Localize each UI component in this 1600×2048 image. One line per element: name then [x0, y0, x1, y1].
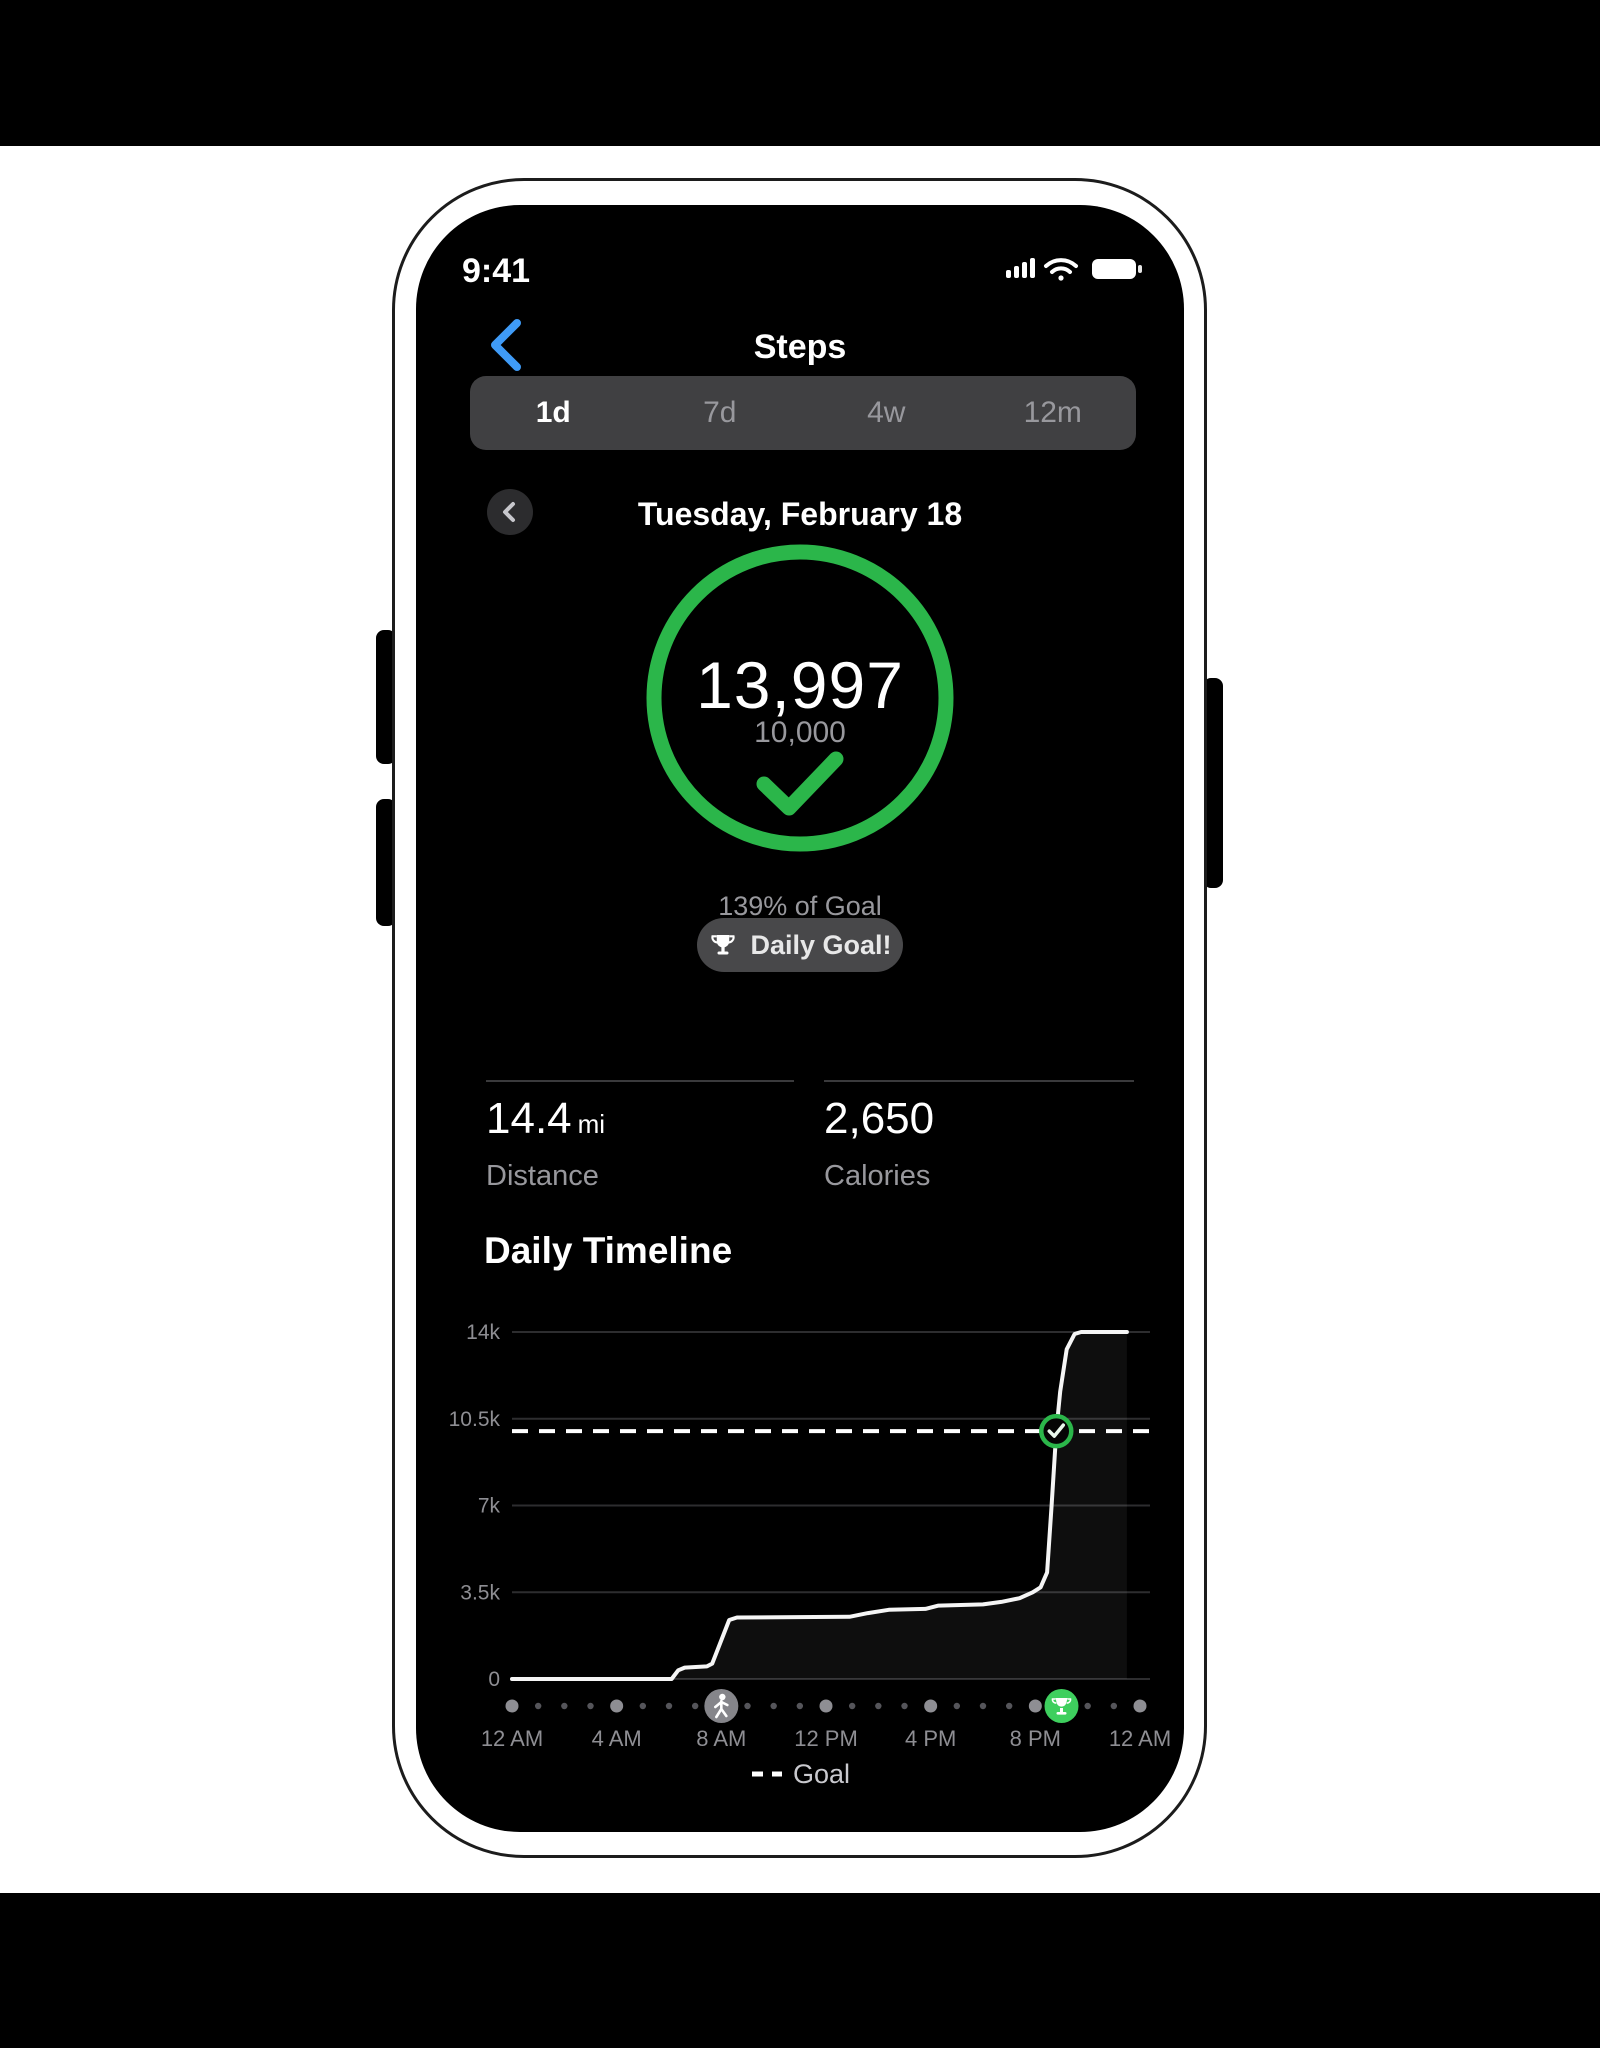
x-axis-tick-label: 8 AM [696, 1726, 746, 1751]
chart-legend: Goal [752, 1759, 850, 1789]
trophy-icon [711, 935, 736, 955]
legend-label: Goal [793, 1759, 850, 1789]
back-button[interactable] [486, 316, 526, 374]
hour-dot [796, 1702, 804, 1710]
hour-dot [610, 1699, 624, 1713]
cellular-signal-icon [1006, 258, 1035, 278]
hour-dot [505, 1699, 519, 1713]
tab-4w[interactable]: 4w [867, 396, 906, 429]
hour-dot [979, 1702, 987, 1710]
top-letterbox-band [0, 0, 1600, 146]
y-axis-tick-label: 3.5k [460, 1581, 500, 1604]
calories-value: 2,650 [824, 1094, 935, 1143]
goal-check-icon [1047, 1423, 1066, 1438]
wifi-icon [1044, 258, 1078, 281]
x-axis-tick-label: 8 PM [1010, 1726, 1061, 1751]
stat-divider [824, 1080, 1134, 1082]
hour-dot [1133, 1699, 1147, 1713]
page-title: Steps [753, 328, 847, 366]
hour-dot [848, 1702, 856, 1710]
y-axis-tick-label: 0 [488, 1668, 500, 1691]
stat-divider [486, 1080, 794, 1082]
range-segmented-control: 1d 7d 4w 12m [470, 376, 1136, 450]
hour-dot [924, 1699, 938, 1713]
steps-value: 13,997 [696, 648, 904, 722]
y-axis-tick-label: 14k [466, 1321, 500, 1344]
volume-up-button [376, 630, 396, 764]
hour-dot [665, 1702, 673, 1710]
walk-activity-icon [704, 1689, 739, 1723]
chevron-left-icon [491, 319, 521, 371]
x-axis-tick-label: 12 PM [794, 1726, 858, 1751]
power-button [1203, 678, 1223, 888]
distance-label: Distance [486, 1160, 599, 1192]
home-indicator[interactable] [668, 1833, 932, 1844]
daily-goal-badge: Daily Goal! [697, 918, 903, 972]
goal-marker [1039, 1413, 1074, 1449]
distance-value: 14.4 mi [486, 1094, 606, 1143]
x-axis-tick-label: 12 AM [1109, 1726, 1170, 1751]
daily-goal-label: Daily Goal! [750, 929, 892, 960]
status-time: 9:41 [462, 252, 531, 290]
hour-dot [1028, 1699, 1042, 1713]
hour-dot [875, 1702, 882, 1710]
hour-dot [819, 1699, 833, 1713]
chevron-left-icon [503, 502, 515, 522]
hour-dot [1084, 1702, 1091, 1710]
y-axis-tick-label: 7k [478, 1495, 501, 1518]
tab-12m[interactable]: 12m [1023, 396, 1082, 429]
hour-dot [561, 1702, 568, 1710]
percent-of-goal-label: 139% of Goal [718, 891, 882, 921]
hour-dot [901, 1702, 908, 1710]
previous-day-button[interactable] [487, 489, 533, 535]
tab-7d[interactable]: 7d [703, 396, 737, 429]
steps-goal-value: 10,000 [754, 716, 846, 749]
x-axis-tick-label: 4 PM [905, 1726, 956, 1751]
hour-dot [639, 1702, 647, 1710]
checkmark-icon [756, 751, 844, 816]
status-icons [1006, 258, 1142, 281]
steps-progress-ring [646, 544, 954, 852]
hour-dot [744, 1702, 751, 1710]
hour-dot [953, 1702, 961, 1710]
hour-dot [1005, 1702, 1013, 1710]
x-axis-tick-label: 12 AM [481, 1726, 543, 1751]
volume-down-button [376, 799, 396, 926]
section-title-daily-timeline: Daily Timeline [484, 1230, 733, 1271]
hour-dot [691, 1702, 699, 1710]
hour-dot [587, 1702, 594, 1710]
phone-screen [416, 205, 1184, 1832]
battery-icon [1092, 259, 1142, 279]
goal-reached-trophy-icon [1044, 1689, 1079, 1723]
tab-1d[interactable]: 1d [535, 396, 571, 429]
hour-dot [770, 1702, 777, 1710]
hour-dot [1110, 1702, 1118, 1710]
steps-line [510, 1330, 1129, 1681]
distance-unit: mi [577, 1109, 606, 1139]
bottom-letterbox-band [0, 1893, 1600, 2048]
x-axis-tick-label: 4 AM [592, 1726, 642, 1751]
daily-timeline-chart: 0 3.5k 7k 10.5k 14k 12 AM 4 AM 8 AM 12 PM 4 PM 8 P… [449, 1321, 1170, 1789]
calories-label: Calories [824, 1160, 931, 1192]
date-label: Tuesday, February 18 [637, 496, 963, 532]
y-axis-tick-label: 10.5k [449, 1408, 501, 1431]
hour-dot [534, 1702, 542, 1710]
